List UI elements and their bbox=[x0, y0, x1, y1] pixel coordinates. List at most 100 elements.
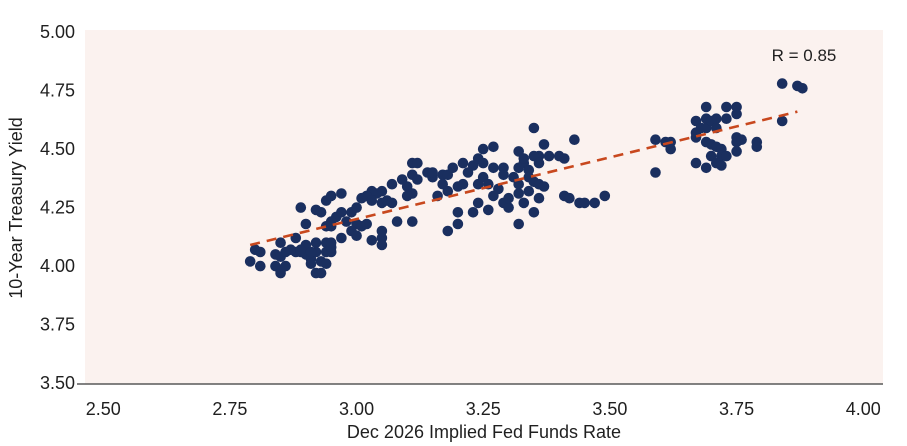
data-point bbox=[472, 197, 484, 209]
data-point bbox=[665, 143, 676, 155]
data-point bbox=[305, 246, 317, 258]
data-point bbox=[599, 190, 611, 202]
data-point bbox=[366, 235, 378, 246]
data-point bbox=[650, 167, 661, 178]
data-point bbox=[493, 183, 504, 195]
data-point bbox=[716, 160, 727, 171]
y-tick-label: 3.75 bbox=[40, 315, 75, 335]
data-point bbox=[751, 141, 763, 153]
data-point bbox=[285, 244, 297, 255]
data-point bbox=[528, 122, 540, 134]
data-point bbox=[513, 218, 524, 230]
data-point bbox=[721, 150, 732, 162]
data-point bbox=[488, 141, 499, 153]
data-point bbox=[528, 207, 540, 218]
data-point bbox=[457, 157, 469, 169]
data-point bbox=[518, 153, 530, 164]
data-point bbox=[442, 185, 454, 197]
data-point bbox=[295, 244, 307, 255]
data-point bbox=[513, 188, 524, 199]
data-point bbox=[386, 197, 398, 209]
data-point bbox=[376, 239, 388, 251]
data-point bbox=[315, 207, 327, 218]
data-point bbox=[386, 178, 398, 190]
plot-generated: 5.00 4.75 4.50 4.25 4.00 3.75 3.50 2.50 2.75 3.00… bbox=[40, 22, 883, 419]
data-point bbox=[488, 162, 499, 174]
data-point bbox=[254, 246, 266, 258]
data-point bbox=[457, 178, 469, 190]
data-point bbox=[721, 101, 732, 113]
data-point bbox=[538, 181, 550, 192]
data-point bbox=[569, 134, 580, 145]
y-tick-label: 4.75 bbox=[40, 81, 75, 101]
x-tick-label: 3.50 bbox=[592, 399, 627, 419]
data-point bbox=[407, 216, 418, 227]
data-point bbox=[533, 157, 545, 169]
data-point bbox=[543, 150, 555, 162]
data-point bbox=[336, 188, 347, 199]
data-point bbox=[731, 146, 742, 157]
data-point bbox=[254, 260, 266, 272]
data-point bbox=[325, 190, 337, 202]
data-point bbox=[361, 218, 373, 230]
data-point bbox=[351, 230, 362, 241]
data-point bbox=[401, 190, 413, 202]
data-point bbox=[721, 113, 732, 124]
x-tick-label: 2.75 bbox=[212, 399, 247, 419]
data-point bbox=[325, 237, 337, 248]
data-point bbox=[533, 192, 545, 204]
data-point bbox=[579, 197, 590, 209]
data-point bbox=[315, 267, 327, 279]
data-point bbox=[366, 195, 378, 206]
data-point bbox=[472, 178, 484, 190]
data-point bbox=[498, 169, 509, 181]
data-point bbox=[776, 115, 788, 127]
data-point bbox=[300, 218, 312, 230]
data-point bbox=[412, 174, 423, 185]
data-point bbox=[700, 101, 712, 113]
data-point bbox=[442, 225, 454, 237]
data-point bbox=[447, 162, 459, 174]
y-tick-label: 4.50 bbox=[40, 139, 75, 159]
data-point bbox=[341, 216, 352, 227]
y-axis-title: 10-Year Treasury Yield bbox=[6, 117, 26, 298]
data-point bbox=[427, 167, 438, 178]
data-point bbox=[711, 113, 722, 124]
data-point bbox=[477, 143, 489, 155]
data-point bbox=[589, 197, 600, 209]
data-point bbox=[376, 225, 388, 237]
data-point bbox=[776, 78, 788, 89]
data-point bbox=[305, 258, 317, 270]
y-tick-label: 4.25 bbox=[40, 198, 75, 218]
data-point bbox=[310, 237, 322, 248]
data-point bbox=[700, 162, 712, 174]
x-tick-label: 3.00 bbox=[339, 399, 374, 419]
data-point bbox=[396, 174, 408, 185]
data-point bbox=[412, 157, 423, 169]
data-point bbox=[351, 202, 362, 213]
data-point bbox=[295, 202, 307, 213]
data-point bbox=[483, 204, 494, 216]
data-point bbox=[244, 256, 256, 267]
y-tick-label: 3.50 bbox=[40, 373, 75, 393]
data-point bbox=[275, 237, 286, 248]
y-tick-label: 5.00 bbox=[40, 22, 75, 42]
data-point bbox=[391, 216, 403, 227]
data-point bbox=[518, 197, 530, 209]
x-tick-label: 4.00 bbox=[846, 399, 881, 419]
data-point bbox=[452, 218, 464, 230]
x-tick-label: 2.50 bbox=[86, 399, 121, 419]
data-point bbox=[452, 207, 464, 218]
y-tick-label: 4.00 bbox=[40, 256, 75, 276]
data-point bbox=[564, 192, 575, 204]
data-point bbox=[736, 134, 747, 145]
data-point bbox=[477, 157, 489, 169]
data-point bbox=[320, 258, 332, 270]
data-point bbox=[280, 260, 291, 272]
data-point bbox=[503, 192, 514, 204]
data-point bbox=[559, 153, 570, 164]
data-point bbox=[467, 207, 479, 218]
data-point bbox=[538, 139, 550, 150]
data-point bbox=[690, 157, 702, 169]
